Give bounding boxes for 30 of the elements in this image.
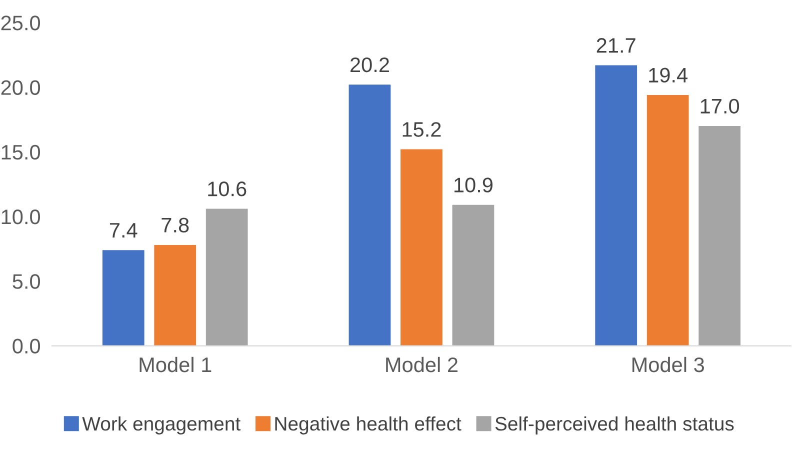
- data-label: 7.8: [162, 218, 189, 232]
- x-tick-label: Model 3: [632, 356, 704, 372]
- bar: [206, 208, 248, 346]
- y-tick-label: 10.0: [2, 210, 40, 224]
- bar: [698, 126, 741, 346]
- x-tick-label: Model 1: [140, 356, 212, 372]
- y-tick-label: 15.0: [2, 144, 40, 160]
- data-label: 10.6: [208, 182, 246, 196]
- y-tick-label: 5.0: [12, 274, 40, 289]
- data-label: 20.2: [350, 57, 389, 72]
- bar: [154, 244, 196, 346]
- x-tick-label: Model 2: [386, 356, 458, 372]
- bar: [102, 250, 144, 346]
- bar: [452, 204, 494, 346]
- bar: [348, 84, 391, 346]
- y-tick-label: 0.0: [12, 338, 40, 354]
- legend-label: Negative health effect: [275, 416, 462, 434]
- data-label: 19.4: [649, 68, 688, 83]
- data-label: 17.0: [700, 98, 740, 114]
- y-tick-label: 20.0: [1, 80, 40, 95]
- bar: [595, 65, 638, 346]
- data-label: 7.4: [110, 223, 138, 238]
- data-label: 10.9: [454, 178, 492, 192]
- y-tick-label: 25.0: [1, 16, 40, 30]
- data-label: 15.2: [402, 122, 441, 137]
- data-label: 21.7: [596, 38, 636, 53]
- bar: [400, 149, 442, 346]
- legend-label: Self-perceived health status: [495, 416, 734, 434]
- bar: [646, 94, 689, 346]
- legend-label: Work engagement: [82, 416, 240, 434]
